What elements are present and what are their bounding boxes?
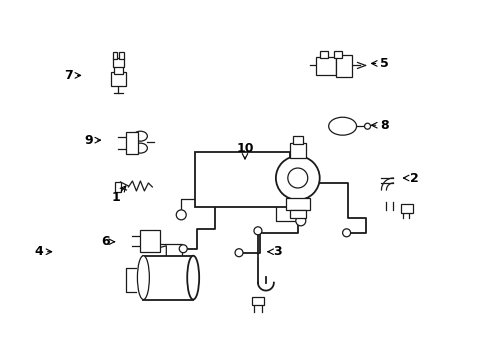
- Circle shape: [275, 156, 319, 200]
- Text: 4: 4: [34, 245, 43, 258]
- Bar: [285, 198, 309, 210]
- Text: 6: 6: [101, 235, 110, 248]
- Circle shape: [179, 245, 187, 253]
- Bar: [119, 53, 124, 59]
- Bar: [289, 143, 305, 158]
- Bar: [292, 136, 302, 144]
- Text: 2: 2: [409, 171, 418, 185]
- Bar: [319, 50, 327, 58]
- Text: 1: 1: [111, 192, 120, 204]
- Text: 9: 9: [84, 134, 93, 147]
- Text: 8: 8: [379, 119, 388, 132]
- Bar: [401, 204, 412, 213]
- Bar: [335, 55, 351, 77]
- Circle shape: [287, 168, 307, 188]
- Text: 10: 10: [236, 141, 253, 155]
- Bar: [110, 72, 126, 86]
- Bar: [112, 58, 124, 67]
- Text: 7: 7: [64, 69, 73, 82]
- Bar: [251, 297, 264, 305]
- Circle shape: [178, 263, 186, 271]
- Bar: [114, 182, 121, 192]
- Bar: [112, 53, 117, 59]
- Bar: [195, 152, 289, 207]
- Bar: [289, 210, 305, 218]
- Text: 5: 5: [379, 57, 388, 70]
- Text: 3: 3: [273, 245, 282, 258]
- Bar: [113, 66, 123, 75]
- Bar: [126, 132, 138, 154]
- Circle shape: [176, 210, 186, 220]
- Bar: [333, 50, 341, 58]
- Bar: [143, 256, 193, 300]
- Ellipse shape: [133, 131, 147, 141]
- Bar: [140, 230, 160, 252]
- Bar: [315, 58, 335, 75]
- Ellipse shape: [133, 143, 147, 153]
- Circle shape: [253, 227, 262, 235]
- Circle shape: [295, 216, 305, 226]
- Ellipse shape: [137, 256, 149, 300]
- Ellipse shape: [328, 117, 356, 135]
- Circle shape: [364, 123, 370, 129]
- Circle shape: [235, 249, 243, 257]
- Circle shape: [342, 229, 350, 237]
- Ellipse shape: [187, 256, 199, 300]
